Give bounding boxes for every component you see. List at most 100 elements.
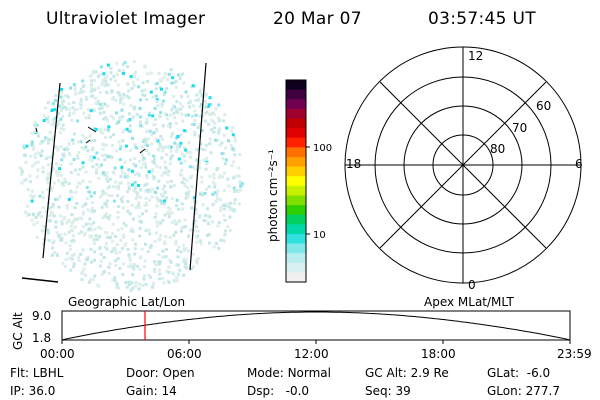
emission-pixel	[22, 144, 26, 148]
emission-pixel	[53, 108, 57, 112]
emission-pixel	[169, 260, 173, 264]
emission-pixel	[215, 242, 218, 245]
emission-pixel	[70, 118, 73, 122]
emission-pixel	[216, 116, 220, 120]
emission-pixel	[113, 166, 117, 170]
emission-pixel	[182, 243, 185, 247]
emission-pixel	[65, 108, 68, 111]
emission-pixel	[159, 233, 163, 237]
emission-pixel	[44, 106, 47, 110]
emission-pixel	[72, 111, 76, 115]
emission-pixel	[103, 214, 107, 218]
date-label: 20 Mar 07	[273, 9, 362, 29]
emission-pixel	[144, 139, 148, 142]
emission-pixel	[81, 248, 85, 252]
emission-pixel	[208, 175, 212, 179]
colorbar-cell	[286, 195, 306, 206]
emission-pixel	[50, 109, 54, 112]
emission-pixel	[144, 165, 148, 169]
emission-pixel	[190, 85, 193, 89]
emission-pixel	[98, 128, 102, 132]
emission-pixel	[146, 129, 150, 133]
emission-pixel	[146, 72, 150, 76]
emission-pixel	[172, 233, 176, 237]
emission-pixel	[154, 191, 158, 195]
emission-pixel	[88, 217, 92, 221]
emission-pixel	[90, 87, 93, 90]
emission-pixel	[74, 168, 77, 172]
emission-pixel	[128, 124, 132, 128]
emission-pixel	[68, 153, 72, 157]
emission-pixel	[148, 246, 152, 249]
emission-pixel	[57, 179, 61, 183]
emission-pixel	[178, 107, 182, 111]
emission-pixel	[213, 182, 217, 186]
emission-pixel	[81, 165, 85, 169]
emission-pixel	[204, 213, 207, 217]
emission-pixel	[183, 225, 186, 229]
emission-pixel	[139, 188, 143, 192]
emission-pixel	[111, 116, 115, 120]
colorbar-cell	[286, 243, 306, 254]
emission-pixel	[155, 137, 159, 141]
emission-pixel	[199, 88, 203, 92]
emission-pixel	[71, 106, 75, 110]
emission-pixel	[144, 148, 148, 152]
emission-pixel	[133, 264, 137, 268]
emission-pixel	[58, 167, 62, 171]
emission-pixel	[194, 211, 198, 215]
emission-pixel	[195, 261, 199, 265]
emission-pixel	[216, 138, 220, 142]
emission-pixel	[46, 228, 50, 232]
emission-pixel	[86, 208, 90, 212]
emission-pixel	[68, 256, 71, 260]
emission-pixel	[207, 185, 211, 189]
emission-pixel	[163, 190, 167, 194]
emission-pixel	[83, 262, 87, 266]
emission-pixel	[93, 139, 97, 142]
emission-pixel	[141, 158, 145, 162]
emission-pixel	[91, 146, 95, 150]
emission-pixel	[158, 237, 162, 241]
emission-pixel	[84, 145, 88, 149]
emission-pixel	[212, 172, 216, 176]
emission-pixel	[81, 179, 85, 183]
emission-pixel	[91, 165, 95, 169]
emission-pixel	[105, 175, 109, 179]
emission-pixel	[163, 171, 167, 175]
emission-pixel	[127, 181, 131, 185]
emission-pixel	[144, 201, 148, 205]
emission-pixel	[64, 241, 68, 245]
emission-pixel	[176, 255, 180, 259]
emission-pixel	[185, 150, 189, 154]
emission-pixel	[222, 239, 226, 243]
emission-pixel	[141, 93, 145, 97]
emission-pixel	[228, 229, 232, 232]
emission-pixel	[141, 81, 145, 85]
emission-pixel	[67, 182, 71, 185]
emission-pixel	[240, 181, 244, 185]
emission-pixel	[45, 177, 49, 181]
emission-pixel	[164, 145, 168, 149]
emission-pixel	[133, 184, 137, 188]
emission-pixel	[82, 267, 86, 271]
emission-pixel	[100, 83, 104, 86]
emission-pixel	[127, 280, 131, 284]
emission-pixel	[92, 191, 96, 195]
emission-pixel	[40, 229, 44, 233]
emission-pixel	[104, 231, 108, 234]
emission-pixel	[93, 242, 96, 246]
emission-pixel	[186, 95, 190, 98]
emission-pixel	[195, 148, 199, 152]
emission-pixel	[48, 219, 52, 223]
emission-pixel	[130, 169, 134, 173]
emission-pixel	[142, 138, 146, 142]
emission-pixel	[233, 136, 237, 140]
emission-pixel	[204, 100, 207, 103]
emission-pixel	[89, 155, 93, 158]
emission-pixel	[218, 143, 222, 147]
emission-pixel	[88, 180, 92, 184]
emission-pixel	[28, 180, 32, 184]
emission-pixel	[104, 83, 108, 87]
